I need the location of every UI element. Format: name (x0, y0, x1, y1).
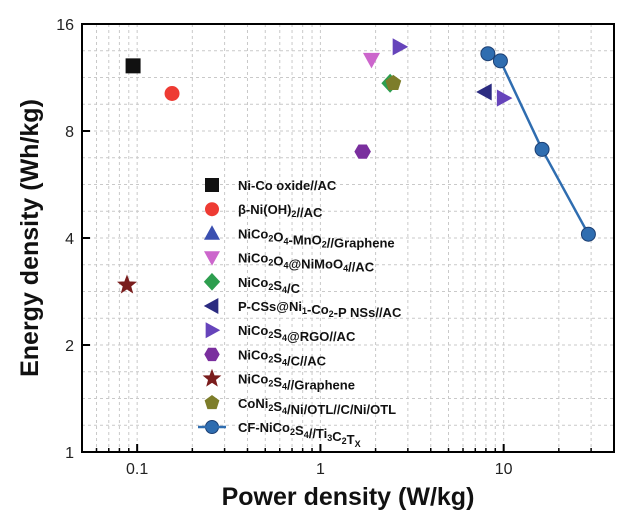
legend-marker (205, 178, 219, 192)
data-marks (116, 38, 596, 294)
legend-label: NiCo2O4-MnO2//Graphene (238, 226, 395, 250)
data-point (164, 85, 180, 101)
data-point (392, 38, 409, 56)
series-8 (116, 274, 137, 294)
y-tick-label: 4 (65, 231, 74, 248)
legend-marker (205, 322, 221, 339)
data-point (362, 52, 381, 69)
legend-label: NiCo2S4@RGO//AC (238, 323, 356, 344)
legend-item: CoNi2S4/Ni/OTL//C/Ni/OTL (204, 395, 396, 417)
series-7 (354, 144, 371, 159)
series-10 (480, 46, 596, 242)
legend-marker (202, 368, 222, 387)
legend-item: β-Ni(OH)2//AC (205, 202, 323, 220)
legend-marker (204, 251, 220, 266)
series-5 (476, 83, 492, 101)
legend-marker (203, 272, 221, 291)
legend-marker (203, 298, 219, 314)
legend-item: NiCo2S4//Graphene (202, 368, 355, 393)
data-point (476, 83, 492, 101)
legend: Ni-Co oxide//AC β-Ni(OH)2//AC NiCo2O4-MnO2… (198, 178, 402, 449)
y-axis-title: Energy density (Wh/kg) (16, 99, 44, 377)
axis-ticks: 0.1 1 10 1 2 4 8 16 (56, 17, 615, 478)
legend-marker (204, 225, 220, 240)
legend-item: CF-NiCo2S4//Ti3C2TX (198, 420, 361, 449)
legend-item: NiCo2O4@NiMoO4//AC (204, 251, 375, 275)
y-tick-label: 1 (65, 445, 74, 462)
legend-item: NiCo2S4/C (203, 272, 301, 296)
legend-label: CoNi2S4/Ni/OTL//C/Ni/OTL (238, 396, 396, 417)
legend-label: NiCo2S4/C//AC (238, 347, 327, 368)
grid (81, 23, 615, 453)
legend-label: β-Ni(OH)2//AC (238, 202, 323, 220)
legend-label: NiCo2S4//Graphene (238, 372, 355, 393)
legend-label: NiCo2O4@NiMoO4//AC (238, 251, 375, 275)
x-tick-label: 10 (495, 461, 513, 478)
x-axis-title: Power density (W/kg) (222, 483, 475, 511)
legend-marker (204, 347, 220, 362)
y-tick-label: 2 (65, 338, 74, 355)
series-1 (164, 85, 180, 101)
legend-item: P-CSs@Ni1-Co2-P NSs//AC (203, 298, 402, 320)
series-6 (392, 38, 513, 107)
data-point (116, 274, 137, 294)
y-tick-label: 8 (65, 124, 74, 141)
data-point (580, 226, 596, 242)
legend-marker (204, 395, 220, 410)
data-point (385, 74, 402, 90)
data-point (492, 53, 508, 69)
legend-label: CF-NiCo2S4//Ti3C2TX (238, 420, 361, 449)
legend-label: NiCo2S4/C (238, 275, 301, 296)
x-tick-label: 1 (316, 461, 325, 478)
data-point (496, 89, 513, 107)
series-3 (362, 52, 381, 69)
data-point (354, 144, 371, 159)
legend-item: NiCo2S4/C//AC (204, 347, 327, 368)
legend-item: Ni-Co oxide//AC (205, 178, 337, 193)
y-tick-label: 16 (56, 17, 74, 34)
legend-label: P-CSs@Ni1-Co2-P NSs//AC (238, 299, 402, 320)
series-9 (385, 74, 402, 90)
series-0 (125, 58, 141, 74)
legend-item: NiCo2S4@RGO//AC (205, 322, 356, 344)
legend-label: Ni-Co oxide//AC (238, 178, 337, 193)
data-point (125, 58, 141, 74)
legend-marker (205, 202, 219, 217)
legend-item: NiCo2O4-MnO2//Graphene (204, 225, 395, 250)
data-point (480, 46, 496, 62)
x-tick-label: 0.1 (126, 461, 148, 478)
data-point (534, 141, 550, 157)
